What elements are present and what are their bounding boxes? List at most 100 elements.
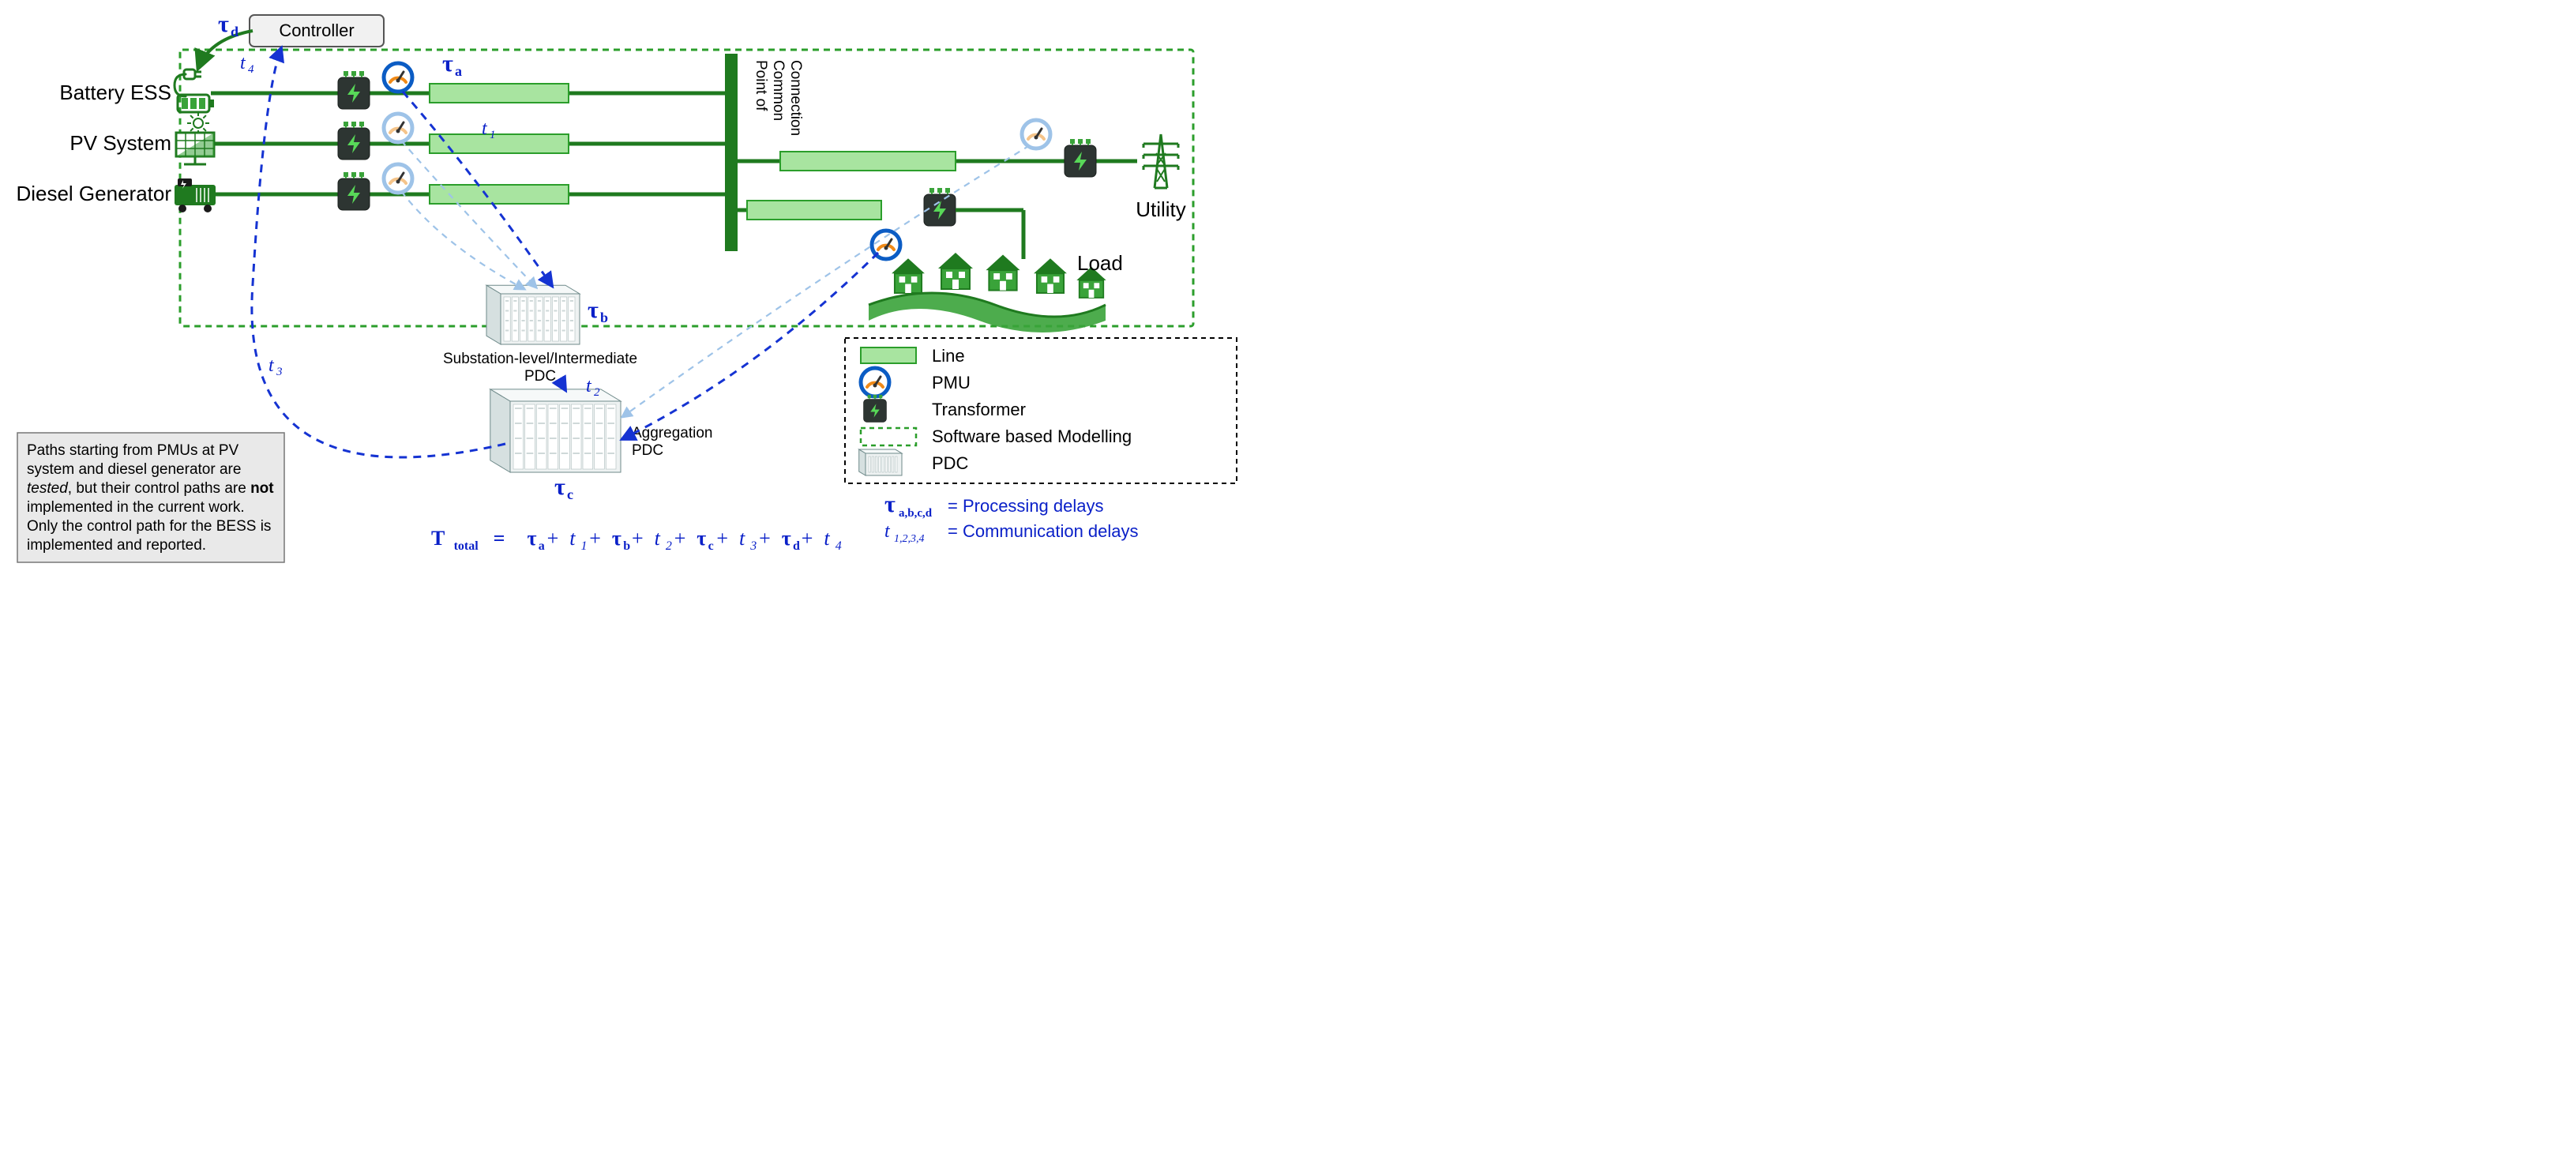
note-line-4: implemented in the current work.	[27, 499, 245, 516]
note-line-5: Only the control path for the BESS is	[27, 518, 271, 535]
pmu-icon	[1022, 120, 1050, 148]
svg-text:+: +	[759, 527, 771, 550]
diesel-generator-icon	[175, 178, 216, 212]
svg-text:3: 3	[276, 366, 283, 378]
transformer-icon	[924, 188, 956, 226]
svg-text:t: t	[824, 527, 830, 550]
line-segment	[747, 201, 881, 220]
load-houses-icon	[869, 253, 1106, 332]
svg-text:b: b	[623, 539, 630, 553]
legend-sw-label: Software based Modelling	[932, 426, 1132, 446]
aggregation-pdc-label-1: Aggregation	[632, 425, 712, 441]
path-load-to-aggpdc	[622, 253, 878, 439]
path-aggpdc-to-controller	[252, 48, 505, 457]
legend-tau-def: τa,b,c,d = Processing delays	[884, 491, 1104, 520]
svg-text:t: t	[268, 355, 275, 376]
svg-text:+: +	[632, 527, 644, 550]
tau-b-label: τb	[588, 297, 608, 325]
legend-t-def: t1,2,3,4 = Communication delays	[884, 521, 1139, 545]
svg-text:3: 3	[749, 539, 757, 553]
svg-text:τ: τ	[588, 297, 599, 323]
svg-text:a,b,c,d: a,b,c,d	[899, 507, 933, 520]
pcc-label-1: Point of	[753, 60, 769, 111]
controller-label: Controller	[279, 21, 354, 40]
transformer-icon	[338, 122, 370, 160]
svg-text:τ: τ	[782, 527, 791, 550]
line-segment	[780, 152, 956, 171]
svg-text:=: =	[494, 527, 505, 550]
svg-text:= Communication delays: = Communication delays	[948, 521, 1139, 541]
pmu-icon	[861, 368, 889, 396]
svg-text:d: d	[793, 539, 800, 553]
svg-text:1: 1	[581, 539, 588, 553]
pcc-label-2: Common	[770, 60, 787, 121]
svg-text:τ: τ	[554, 474, 565, 500]
svg-text:+: +	[802, 527, 813, 550]
svg-text:4: 4	[248, 63, 254, 76]
svg-text:c: c	[567, 486, 573, 502]
svg-text:τ: τ	[528, 527, 537, 550]
svg-text:+: +	[589, 527, 601, 550]
svg-text:2: 2	[594, 386, 600, 399]
svg-text:t: t	[739, 527, 745, 550]
svg-text:τ: τ	[218, 11, 229, 37]
path-subpdc-to-aggpdc	[560, 381, 565, 390]
pv-system-icon	[176, 112, 214, 164]
svg-text:b: b	[600, 310, 608, 325]
tau-c-label: τc	[554, 474, 573, 502]
path-dg-to-subpdc	[401, 191, 524, 289]
utility-tower-icon	[1143, 134, 1178, 188]
pv-system-label: PV System	[69, 131, 171, 155]
svg-text:+: +	[716, 527, 728, 550]
load-label: Load	[1077, 251, 1123, 275]
svg-text:τ: τ	[884, 491, 896, 517]
substation-pdc-label-1: Substation-level/Intermediate	[443, 351, 637, 367]
svg-text:a: a	[455, 63, 462, 79]
substation-pdc-icon	[486, 285, 580, 344]
legend-sw-icon	[861, 428, 916, 445]
legend-pdc-icon	[859, 449, 902, 475]
svg-text:1,2,3,4: 1,2,3,4	[894, 533, 925, 545]
note-line-6: implemented and reported.	[27, 537, 206, 554]
note-line-2: system and diesel generator are	[27, 461, 241, 478]
pmu-icon	[384, 114, 412, 142]
svg-text:t: t	[569, 527, 576, 550]
svg-text:a: a	[539, 539, 545, 553]
transformer-icon	[864, 395, 887, 423]
note-line-1: Paths starting from PMUs at PV	[27, 442, 239, 459]
svg-text:d: d	[231, 24, 238, 39]
svg-text:τ: τ	[442, 51, 453, 77]
svg-text:+: +	[547, 527, 559, 550]
legend-pmu-label: PMU	[932, 373, 971, 393]
tau-a-label: τa	[442, 51, 462, 79]
svg-text:= Processing delays: = Processing delays	[948, 496, 1104, 516]
t4-label: t4	[240, 53, 254, 76]
legend-line-icon	[861, 347, 916, 363]
pmu-icon	[384, 63, 412, 92]
line-segment	[430, 84, 569, 103]
legend-pdc-label: PDC	[932, 453, 969, 473]
legend-line-label: Line	[932, 346, 965, 366]
svg-text:+: +	[674, 527, 686, 550]
pmu-icon	[384, 164, 412, 193]
line-segment	[430, 185, 569, 204]
svg-text:τ: τ	[697, 527, 706, 550]
legend-xfmr-label: Transformer	[932, 400, 1026, 419]
transformer-icon	[338, 71, 370, 109]
transformer-icon	[1065, 139, 1096, 177]
transformer-icon	[338, 172, 370, 210]
svg-text:total: total	[454, 539, 479, 553]
path-pv-to-subpdc	[401, 141, 536, 287]
diesel-generator-label: Diesel Generator	[16, 182, 171, 205]
total-delay-equation: T total = τa+ t1+ τb+ t2+ τc+ t3+ τd+ t4	[431, 527, 842, 553]
svg-text:4: 4	[836, 539, 842, 553]
tau-d-label: τd	[218, 11, 238, 39]
svg-text:T: T	[431, 527, 445, 550]
substation-pdc-label-2: PDC	[524, 368, 556, 385]
utility-label: Utility	[1136, 197, 1186, 221]
svg-text:t: t	[884, 521, 891, 542]
aggregation-pdc-icon	[490, 389, 621, 472]
svg-text:2: 2	[666, 539, 672, 553]
svg-text:t: t	[240, 53, 246, 73]
svg-text:c: c	[708, 539, 714, 553]
